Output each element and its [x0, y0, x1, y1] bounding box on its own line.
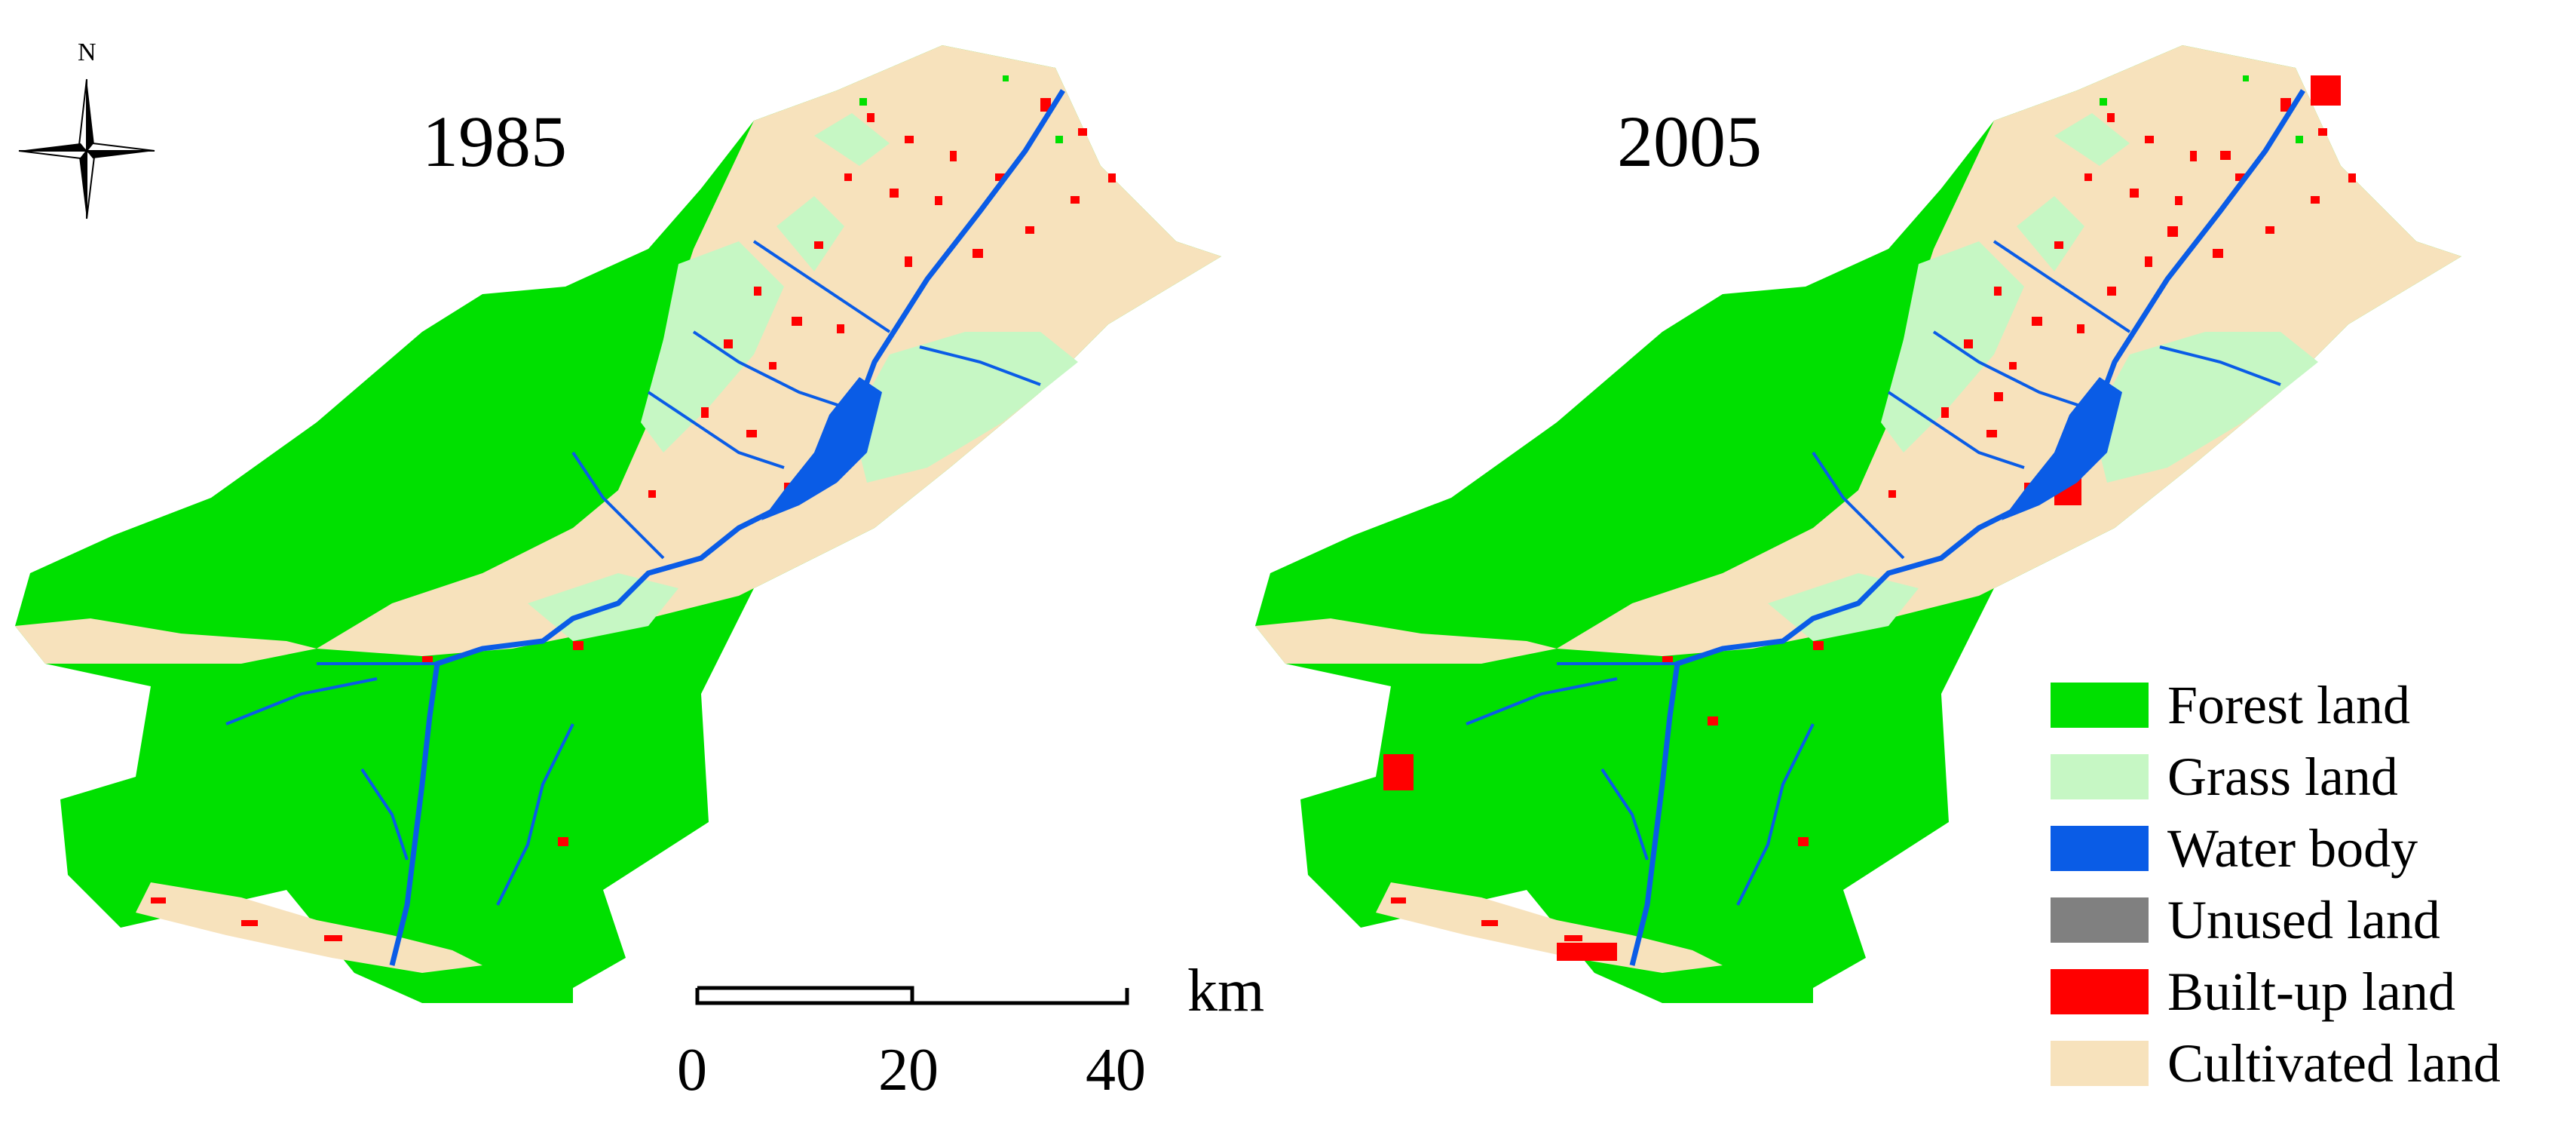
map-panel-2005: 2005	[1255, 45, 2461, 1003]
map-year-label-2005: 2005	[1617, 101, 1762, 182]
scale-unit: km	[1187, 958, 1264, 1024]
scale-tick-0: 0	[677, 1037, 707, 1103]
north-label: N	[78, 38, 96, 66]
legend-swatch-0	[2051, 683, 2149, 728]
legend-label-3: Unused land	[2167, 890, 2440, 950]
legend: Forest land Grass land Water body Unused la…	[2051, 675, 2501, 1094]
legend-swatch-3	[2051, 897, 2149, 943]
legend-label-0: Forest land	[2167, 675, 2410, 735]
map-panel-1985: 1985	[15, 45, 1221, 1003]
legend-swatch-1	[2051, 754, 2149, 799]
scale-bar: km 0 20 40	[677, 958, 1264, 1103]
legend-swatch-5	[2051, 1041, 2149, 1086]
legend-label-1: Grass land	[2167, 747, 2398, 807]
map-year-label-1985: 1985	[422, 101, 567, 182]
legend-label-2: Water body	[2167, 818, 2418, 879]
scale-tick-40: 40	[1086, 1037, 1146, 1103]
legend-label-4: Built-up land	[2167, 962, 2455, 1022]
north-arrow-icon: N	[18, 38, 155, 219]
legend-swatch-2	[2051, 826, 2149, 871]
legend-label-5: Cultivated land	[2167, 1033, 2501, 1094]
scale-tick-20: 20	[878, 1037, 939, 1103]
legend-swatch-4	[2051, 969, 2149, 1014]
